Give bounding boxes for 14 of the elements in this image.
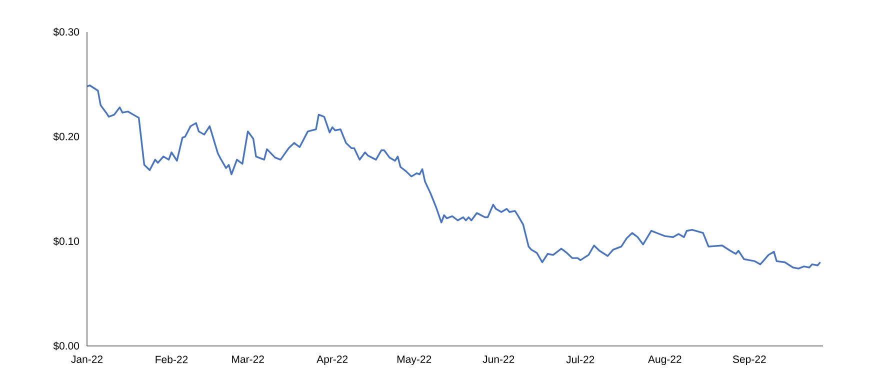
x-tick-label: Feb-22 [156, 356, 188, 364]
x-tick-label: Sep-22 [732, 356, 766, 366]
y-tick-label: $0.00 [53, 342, 80, 350]
x-tick-label: Mar-22 [232, 356, 264, 363]
y-tick-label: $0.10 [53, 237, 80, 246]
x-tick-label: Aug-22 [648, 356, 682, 366]
x-tick-label: Jan-22 [71, 356, 103, 363]
x-tick-label: Jun-22 [482, 356, 514, 363]
y-tick-label: $0.20 [53, 132, 80, 141]
x-tick-label: May-22 [397, 356, 432, 366]
line-series [86, 84, 822, 270]
x-tick-label: Jul-22 [566, 356, 594, 364]
x-tick-label: Apr-22 [316, 356, 348, 366]
y-tick-label: $0.30 [53, 28, 80, 36]
